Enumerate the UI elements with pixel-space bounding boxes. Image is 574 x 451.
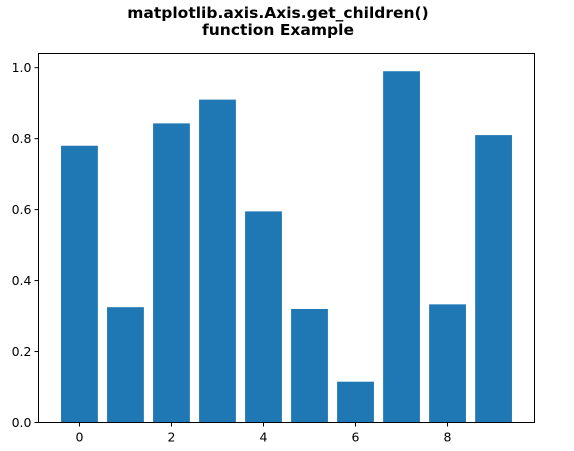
y-tick-label: 0.8 bbox=[12, 131, 32, 146]
y-tick-label: 0.2 bbox=[12, 344, 32, 359]
chart-title-line-1: matplotlib.axis.Axis.get_children() bbox=[127, 4, 428, 22]
bars-group bbox=[61, 71, 512, 423]
x-tick-label: 0 bbox=[75, 430, 83, 445]
x-tick-label: 8 bbox=[444, 430, 452, 445]
bar-4 bbox=[245, 211, 282, 423]
x-tick-label: 6 bbox=[352, 430, 360, 445]
bar-2 bbox=[153, 123, 190, 423]
bar-0 bbox=[61, 145, 98, 423]
axes-frame bbox=[38, 53, 535, 423]
bar-8 bbox=[429, 304, 466, 423]
bar-9 bbox=[475, 135, 512, 423]
x-axis-ticks: 0 2 4 6 8 bbox=[75, 422, 452, 445]
y-tick-label: 1.0 bbox=[12, 60, 32, 75]
x-tick-label: 2 bbox=[167, 430, 175, 445]
bar-3 bbox=[199, 99, 236, 423]
x-tick-label: 4 bbox=[260, 430, 268, 445]
chart-title-line-2: function Example bbox=[202, 21, 354, 39]
bar-1 bbox=[107, 307, 144, 423]
y-tick-label: 0.0 bbox=[12, 415, 32, 430]
bar-7 bbox=[383, 71, 420, 423]
bar-6 bbox=[337, 381, 374, 423]
y-tick-label: 0.6 bbox=[12, 202, 32, 217]
bar-5 bbox=[291, 308, 328, 423]
y-axis-ticks: 0.0 0.2 0.4 0.6 0.8 1.0 bbox=[12, 60, 39, 430]
y-tick-label: 0.4 bbox=[12, 273, 32, 288]
